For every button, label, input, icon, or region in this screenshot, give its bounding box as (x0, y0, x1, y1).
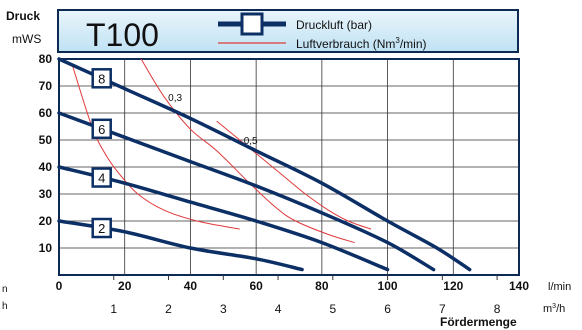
consumption-label: 0,3 (168, 93, 182, 104)
x-tick-label-m3h: 3 (220, 302, 227, 316)
x-tick-labels-lmin: 0 20 40 60 80 100 120 140 (56, 279, 530, 293)
x-unit-lmin: l/min (548, 281, 571, 293)
x-unit-m3h: m3/h (543, 303, 565, 315)
x-tick-label-lmin: 60 (249, 279, 263, 293)
y-tick-label: 70 (39, 79, 53, 93)
pressure-marker-box (91, 167, 112, 188)
legend-consumption-label: Luftverbrauch (Nm3/min) (296, 36, 427, 51)
x-tick-label-m3h: 1 (110, 302, 117, 316)
legend-pressure-marker (240, 12, 264, 36)
y-tick-label: 20 (39, 214, 53, 228)
y-tick-label: 30 (39, 187, 53, 201)
x-tick-label-m3h: 7 (439, 302, 446, 316)
x-tick-label-lmin: 140 (509, 279, 529, 293)
pressure-markers: 8 6 4 2 (91, 68, 112, 239)
pressure-curve-6 (57, 111, 436, 272)
pressure-marker-box (91, 68, 112, 89)
cut-text-2: h (2, 301, 8, 312)
legend-pressure-label: Druckluft (bar) (296, 18, 372, 32)
x-tick-label-m3h: 4 (275, 302, 282, 316)
pressure-marker-box (91, 217, 112, 239)
y-tick-label: 10 (39, 241, 53, 255)
x-tick-label-m3h: 6 (384, 302, 391, 316)
y-axis-unit: mWS (12, 32, 41, 46)
consumption-line-0-5 (216, 120, 372, 230)
y-tick-labels: 10 20 30 40 50 60 70 80 (39, 52, 53, 255)
header-box (57, 9, 519, 53)
x-tick-label-lmin: 40 (184, 279, 198, 293)
y-tick-label: 40 (39, 160, 53, 174)
x-tick-labels-m3h: 1 2 3 4 5 6 7 8 (110, 275, 501, 316)
x-axis-title: Fördermenge (440, 315, 517, 329)
x-tick-label-lmin: 80 (315, 279, 329, 293)
pressure-curve-4 (57, 165, 390, 272)
pressure-marker-label: 2 (98, 221, 105, 236)
y-tick-label: 50 (39, 133, 53, 147)
pressure-marker-label: 6 (98, 122, 105, 137)
x-tick-label-lmin: 20 (118, 279, 132, 293)
consumption-label: 0,5 (244, 136, 258, 147)
x-tick-label-m3h: 8 (494, 302, 501, 316)
pressure-marker-label: 8 (98, 71, 105, 86)
x-tick-label-lmin: 100 (378, 279, 398, 293)
y-tick-label: 60 (39, 106, 53, 120)
y-tick-label: 80 (39, 52, 53, 66)
cut-text-1: n (2, 284, 8, 295)
x-tick-label-lmin: 120 (443, 279, 463, 293)
pressure-marker-box (91, 118, 112, 140)
x-tick-label-m3h: 2 (165, 302, 172, 316)
pressure-marker-label: 4 (98, 171, 105, 186)
x-tick-label-m3h: 5 (329, 302, 336, 316)
x-tick-label-lmin: 0 (56, 279, 63, 293)
model-title: T100 (86, 17, 159, 53)
y-axis-title: Druck (6, 9, 40, 23)
pressure-curve-8 (57, 57, 472, 272)
